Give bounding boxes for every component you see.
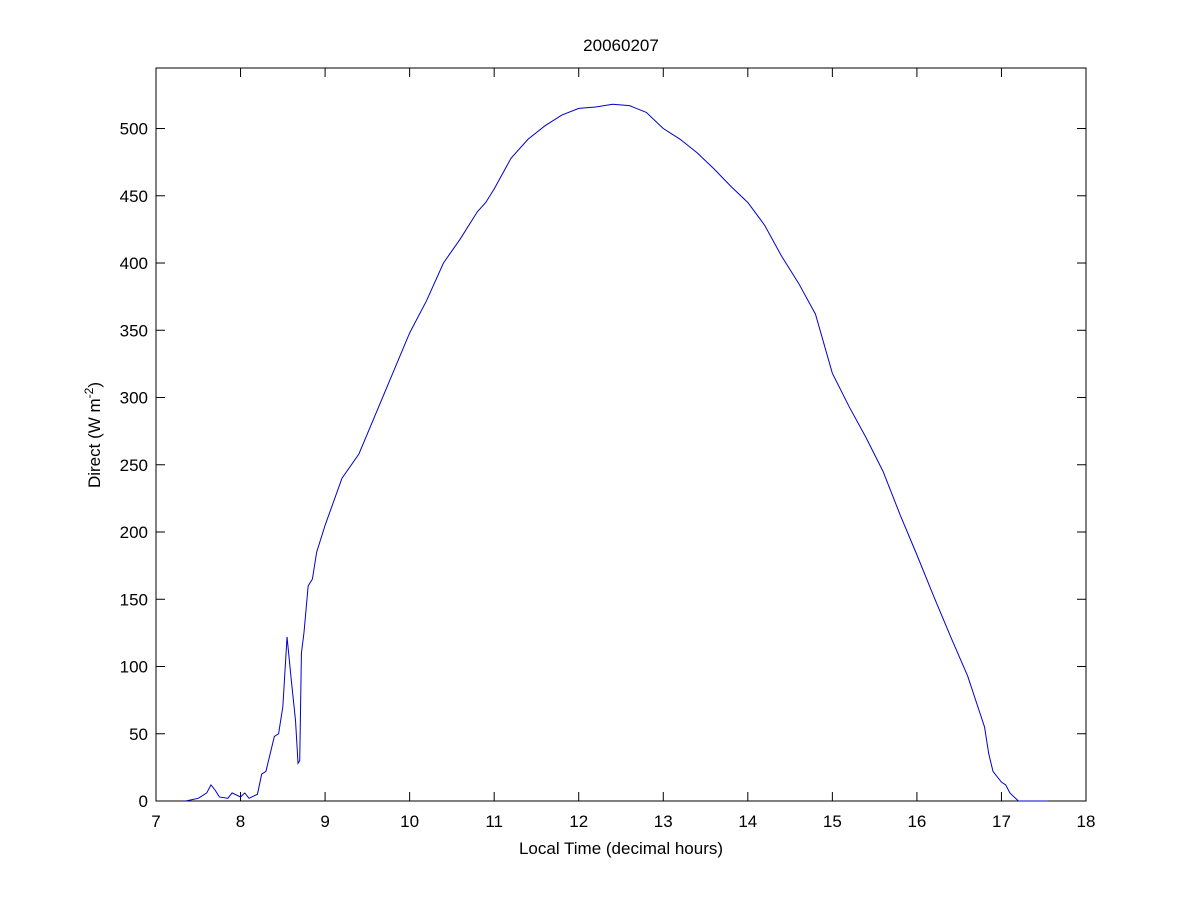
y-tick-label: 50 [129, 725, 148, 744]
y-tick-label: 300 [120, 389, 148, 408]
y-axis-label-superscript: -2 [82, 387, 96, 398]
x-tick-label: 18 [1077, 812, 1096, 831]
y-axis-label: Direct (W m-2) [82, 382, 104, 488]
y-tick-label: 400 [120, 254, 148, 273]
y-tick-label: 100 [120, 658, 148, 677]
x-tick-label: 7 [151, 812, 160, 831]
x-tick-label: 13 [654, 812, 673, 831]
y-tick-label: 150 [120, 590, 148, 609]
x-tick-label: 10 [400, 812, 419, 831]
y-tick-label: 350 [120, 321, 148, 340]
y-tick-label: 250 [120, 456, 148, 475]
x-tick-label: 17 [992, 812, 1011, 831]
y-tick-label: 450 [120, 187, 148, 206]
x-tick-label: 11 [485, 812, 503, 831]
x-tick-label: 12 [569, 812, 588, 831]
y-axis-label-suffix: ) [85, 382, 104, 388]
axes-box [155, 67, 1087, 802]
data-line [185, 103, 1048, 802]
x-tick-label: 14 [738, 812, 757, 831]
chart-title: 20060207 [583, 36, 659, 55]
y-tick-label: 0 [139, 792, 148, 811]
x-axis-label: Local Time (decimal hours) [519, 839, 723, 858]
y-tick-label: 200 [120, 523, 148, 542]
x-tick-label: 9 [320, 812, 329, 831]
y-axis-label-text: Direct (W m [85, 398, 104, 488]
x-tick-label: 15 [823, 812, 842, 831]
y-tick-label: 500 [120, 120, 148, 139]
x-tick-label: 16 [907, 812, 926, 831]
x-tick-label: 8 [236, 812, 245, 831]
